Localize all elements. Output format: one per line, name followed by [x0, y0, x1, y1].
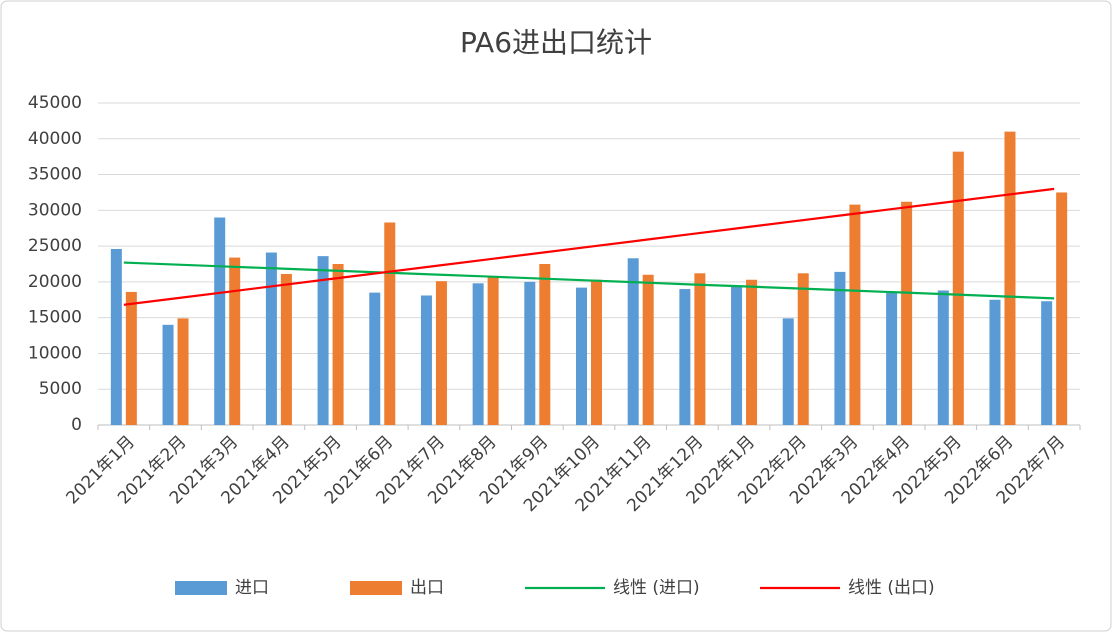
bar	[265, 252, 277, 425]
bar	[332, 264, 344, 425]
bar	[1041, 301, 1053, 425]
bar	[642, 274, 654, 425]
bar	[797, 273, 809, 425]
bar	[1004, 131, 1016, 425]
bar	[694, 273, 706, 425]
bar	[317, 256, 329, 425]
trend-line	[123, 261, 1055, 300]
bar	[472, 283, 484, 425]
bar	[435, 281, 447, 425]
bar	[369, 292, 381, 425]
bar	[782, 318, 794, 425]
legend-label: 线性 (出口)	[848, 578, 935, 598]
y-tick-label: 30000	[28, 200, 82, 220]
bar	[731, 285, 743, 425]
bar	[834, 271, 846, 425]
bar	[679, 289, 691, 425]
bar	[1056, 192, 1068, 425]
bar	[849, 204, 861, 425]
y-tick-label: 5000	[39, 379, 82, 399]
legend-label: 出口	[410, 578, 444, 598]
chart-title: PA6进出口统计	[460, 26, 652, 59]
bar	[746, 279, 758, 425]
bar	[420, 295, 432, 425]
bar	[214, 217, 226, 425]
y-tick-label: 10000	[28, 343, 82, 363]
y-tick-label: 35000	[28, 165, 82, 185]
y-tick-label: 0	[71, 415, 82, 435]
bar	[539, 264, 551, 425]
legend-label: 线性 (进口)	[613, 578, 700, 598]
bar	[125, 291, 137, 425]
y-tick-label: 45000	[28, 93, 82, 113]
bar	[591, 279, 602, 425]
bar	[937, 290, 949, 425]
bar	[384, 222, 396, 425]
bar	[952, 151, 964, 425]
legend-label: 进口	[235, 578, 269, 598]
bar	[576, 287, 587, 425]
bar	[886, 292, 898, 425]
legend-swatch	[350, 581, 402, 595]
y-tick-label: 15000	[28, 308, 82, 328]
bar	[487, 276, 499, 425]
bar	[110, 248, 122, 425]
y-tick-label: 25000	[28, 236, 82, 256]
bar	[627, 258, 639, 425]
bar	[280, 274, 292, 425]
bar	[229, 257, 241, 425]
bar	[989, 299, 1001, 425]
legend-swatch	[175, 581, 227, 595]
bar	[162, 324, 174, 425]
y-tick-label: 40000	[28, 129, 82, 149]
bar	[177, 318, 189, 425]
bar	[901, 201, 913, 425]
trend-line	[123, 187, 1055, 306]
bar	[524, 281, 536, 425]
y-tick-label: 20000	[28, 272, 82, 292]
